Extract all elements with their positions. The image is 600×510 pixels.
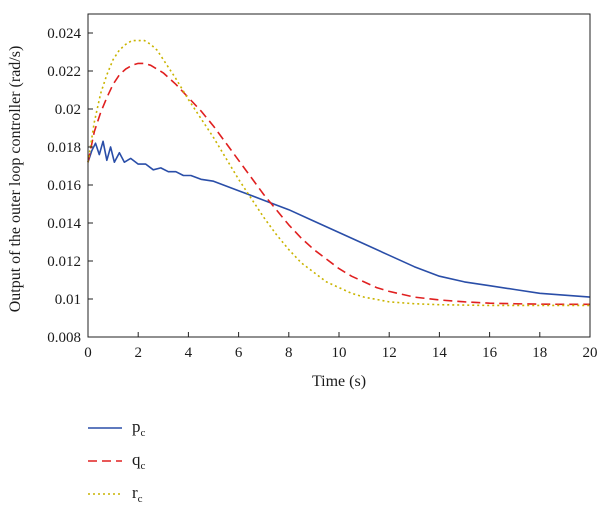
x-tick-label: 10 — [332, 345, 347, 361]
axes: 0 2 4 6 8 10 12 14 16 18 20 0.008 0.01 0.012 0.014 0.01… — [47, 13, 598, 361]
x-tick-label: 20 — [583, 345, 598, 361]
x-tick-label: 8 — [285, 345, 293, 361]
x-tick-label: 14 — [432, 345, 448, 361]
x-tick-label: 16 — [482, 345, 498, 361]
y-tick-label: 0.016 — [47, 178, 81, 194]
legend: pc qc rc — [88, 417, 146, 505]
legend-subscript: c — [141, 460, 146, 472]
y-tick-label: 0.014 — [47, 216, 81, 232]
series-line-qc — [87, 62, 590, 306]
y-tick-label: 0.01 — [55, 292, 81, 308]
series-line-rc — [87, 39, 590, 307]
y-tick-label: 0.024 — [47, 26, 81, 42]
x-tick-label: 12 — [382, 345, 397, 361]
y-tick-label: 0.018 — [47, 140, 81, 156]
legend-subscript: c — [138, 493, 143, 505]
legend-subscript: c — [141, 427, 146, 439]
legend-label-pc: pc — [132, 417, 146, 439]
plot-area — [87, 39, 591, 307]
x-tick-label: 2 — [134, 345, 142, 361]
legend-label-qc: qc — [132, 450, 146, 472]
y-tick-label: 0.02 — [55, 102, 81, 118]
y-axis-title: Output of the outer loop controller (rad… — [7, 46, 24, 313]
x-axis-title: Time (s) — [312, 373, 366, 390]
x-tick-label: 4 — [185, 345, 193, 361]
x-tick-label: 18 — [532, 345, 547, 361]
legend-label-rc: rc — [132, 483, 143, 505]
plot-frame — [87, 13, 591, 338]
y-tick-label: 0.022 — [47, 64, 81, 80]
y-tick-label: 0.012 — [47, 254, 81, 270]
x-tick-label: 0 — [84, 345, 92, 361]
series-line-pc — [87, 140, 591, 298]
y-tick-label: 0.008 — [47, 330, 81, 346]
x-tick-label: 6 — [235, 345, 243, 361]
